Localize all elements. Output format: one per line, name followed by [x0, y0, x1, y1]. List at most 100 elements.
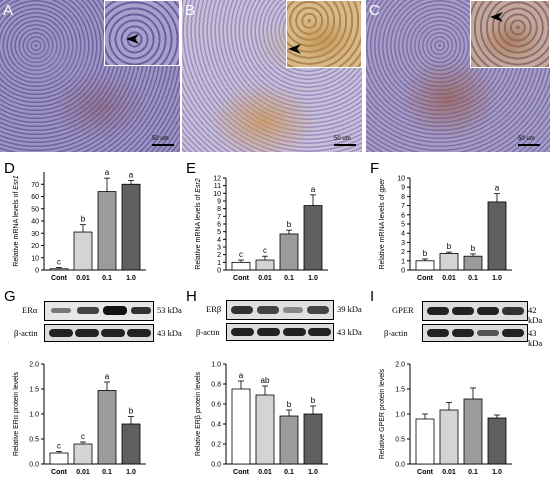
y-tick-label: 2 — [401, 249, 405, 256]
significance-letter: a — [105, 168, 110, 177]
x-tick-label: Cont — [233, 275, 250, 282]
significance-letter: b — [287, 400, 292, 409]
scale-bar — [334, 144, 356, 146]
bar — [231, 388, 251, 465]
x-tick-label: 0.1 — [284, 469, 294, 476]
y-tick-label: 9 — [217, 199, 221, 206]
y-tick-label: 0.6 — [211, 402, 221, 409]
y-tick-label: 60 — [31, 194, 39, 201]
bar — [97, 390, 117, 465]
y-tick-label: 20 — [31, 243, 39, 250]
y-tick-label: 4 — [217, 237, 221, 244]
y-tick-label: 0 — [401, 268, 405, 275]
y-tick-label: 10 — [397, 176, 405, 183]
x-tick-label: 0.01 — [442, 469, 456, 476]
scale-label: 50 um — [334, 136, 351, 142]
panel-letter-a: A — [3, 2, 14, 19]
y-tick-label: 70 — [31, 182, 39, 189]
micrograph-a: 50 um — [0, 0, 180, 152]
y-tick-label: 12 — [213, 176, 221, 183]
y-tick-label: 0.5 — [395, 437, 405, 444]
blot-kda-gper: 42 kDa — [528, 305, 543, 325]
y-tick-label: 0 — [217, 268, 221, 275]
blot-strip-actin-i — [422, 324, 528, 342]
panel-letter-h: H — [186, 288, 197, 305]
bar — [255, 259, 275, 271]
significance-letter: b — [447, 242, 452, 251]
x-tick-label: Cont — [51, 275, 68, 282]
x-tick-label: 1.0 — [492, 275, 502, 282]
panel-letter-e: E — [186, 160, 197, 177]
micrograph-a-inset — [104, 0, 180, 66]
panel-letter-b: B — [185, 2, 196, 19]
bar — [279, 415, 299, 465]
x-tick-label: 0.01 — [76, 275, 90, 282]
y-tick-label: 5 — [217, 229, 221, 236]
y-tick-label: 3 — [401, 240, 405, 247]
bar — [415, 260, 435, 271]
y-tick-label: 4 — [401, 231, 405, 238]
x-tick-label: 1.0 — [308, 469, 318, 476]
blot-label-actin-g: β-actin — [14, 328, 38, 338]
x-tick-label: 0.01 — [442, 275, 456, 282]
significance-letter: a — [239, 371, 244, 380]
y-axis-label: Relative ERα protein levels — [13, 371, 20, 456]
panel-letter-c: C — [369, 2, 380, 19]
y-tick-label: 6 — [217, 222, 221, 229]
arrowhead-icon — [288, 44, 301, 54]
blot-label-era: ERα — [22, 305, 38, 315]
x-tick-label: 0.1 — [102, 469, 112, 476]
bar — [439, 253, 459, 271]
blot-strip-gper — [422, 301, 528, 321]
blot-strip-actin-g — [44, 324, 154, 342]
y-axis-label: Relative mRNA levels of Esr2 — [195, 178, 202, 270]
bar — [439, 409, 459, 465]
bar — [463, 398, 483, 465]
y-tick-label: 11 — [214, 183, 221, 190]
y-axis-label: Relative mRNA levels of gper — [379, 178, 386, 270]
blot-kda-actin-g: 43 kDa — [157, 328, 182, 338]
blot-kda-era: 53 kDa — [157, 305, 182, 315]
bar — [487, 417, 507, 465]
y-tick-label: 9 — [401, 185, 405, 192]
bar — [463, 255, 483, 271]
bar — [97, 191, 117, 271]
significance-letter: a — [129, 171, 134, 180]
blot-label-actin-i: β-actin — [384, 328, 408, 338]
x-tick-label: 1.0 — [492, 469, 502, 476]
y-tick-label: 0.5 — [29, 437, 39, 444]
micrograph-c: 50 um — [366, 0, 550, 152]
y-axis-label: Relative mRNA levels of Esr1 — [13, 175, 20, 267]
bar — [303, 413, 323, 465]
x-tick-label: 0.1 — [102, 275, 112, 282]
chart-era-protein: 0.0 0.5 1.0 1.5 2.0 Relative ERα protein leve… — [13, 362, 146, 476]
y-tick-label: 0.2 — [211, 442, 221, 449]
bar — [303, 205, 323, 271]
x-tick-label: Cont — [51, 469, 68, 476]
arrowhead-icon — [126, 34, 139, 44]
y-tick-label: 1.5 — [29, 387, 39, 394]
y-tick-label: 7 — [217, 214, 221, 221]
x-tick-label: 0.01 — [76, 469, 90, 476]
bar — [415, 418, 435, 465]
y-tick-label: 40 — [31, 219, 39, 226]
x-tick-label: 1.0 — [308, 275, 318, 282]
significance-letter: a — [495, 184, 500, 193]
x-tick-label: 1.0 — [126, 275, 136, 282]
y-tick-label: 1.0 — [29, 412, 39, 419]
blot-label-actin-h: β-actin — [196, 327, 220, 337]
blot-label-erb: ERβ — [206, 304, 222, 314]
significance-letter: b — [471, 244, 476, 253]
bar — [487, 201, 507, 271]
significance-letter: b — [423, 249, 428, 258]
bar — [73, 231, 93, 271]
y-tick-label: 0.0 — [211, 462, 221, 469]
y-tick-label: 10 — [31, 255, 39, 262]
scale-label: 50 um — [152, 136, 169, 142]
y-tick-label: 3 — [217, 245, 221, 252]
micrograph-b: 50 um — [182, 0, 362, 152]
y-axis-label: Relative GPER protein levels — [379, 368, 386, 459]
micrograph-b-inset — [286, 0, 362, 68]
scale-label: 50 um — [518, 136, 535, 142]
